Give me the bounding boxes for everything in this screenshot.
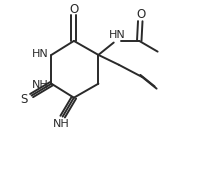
Text: NH: NH (53, 119, 70, 129)
Text: NH: NH (32, 80, 48, 90)
Text: S: S (20, 93, 28, 106)
Text: HN: HN (32, 49, 48, 59)
Text: O: O (69, 3, 78, 16)
Text: O: O (136, 8, 145, 21)
Text: HN: HN (108, 30, 125, 40)
